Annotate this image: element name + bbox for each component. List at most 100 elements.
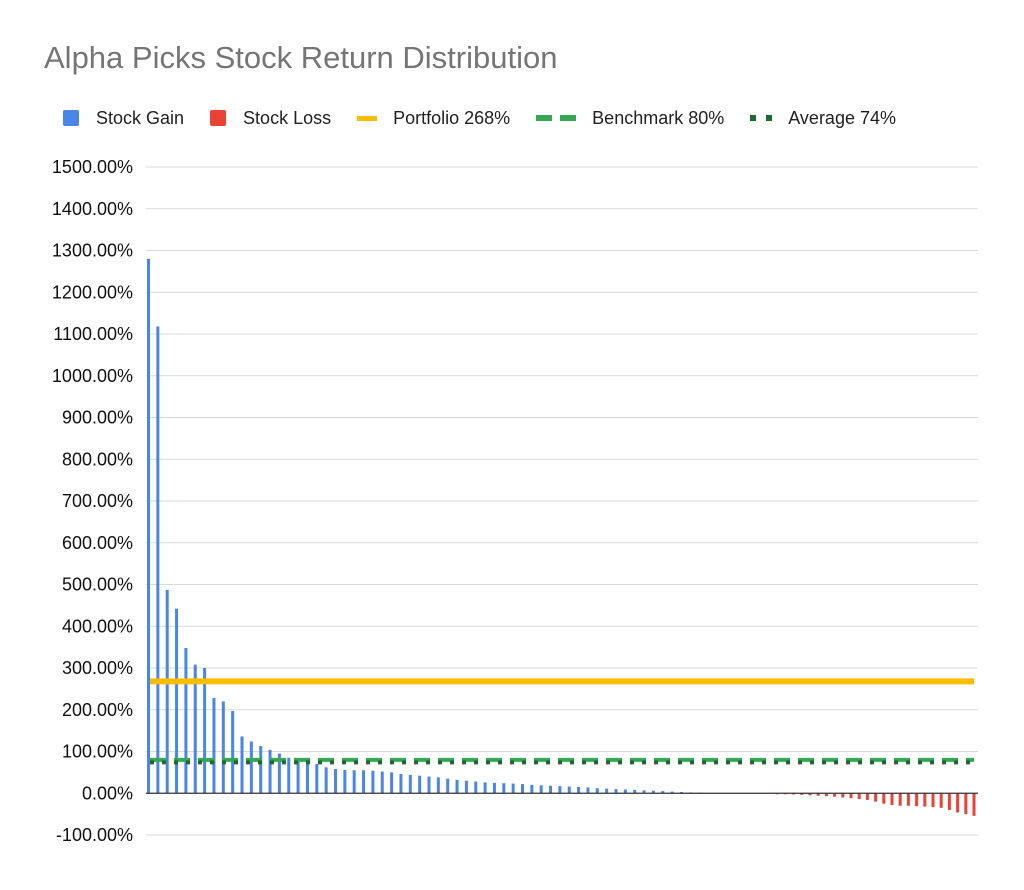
bar-stock-gain <box>577 786 581 794</box>
bar-stock-gain <box>455 779 459 794</box>
bar-stock-gain <box>623 789 627 794</box>
bar-stock-loss <box>833 793 837 797</box>
bar-stock-gain <box>502 783 506 794</box>
legend-item-stock-loss: Stock Loss <box>210 108 331 129</box>
legend-item-benchmark: Benchmark 80% <box>536 108 724 129</box>
bar-stock-loss <box>956 793 960 813</box>
y-tick-label: -100.00% <box>56 825 133 845</box>
bar-stock-loss <box>906 793 910 806</box>
bar-stock-loss <box>882 793 886 804</box>
bar-stock-loss <box>915 793 919 807</box>
y-tick-label: 1100.00% <box>53 324 133 344</box>
bar-stock-loss <box>849 793 853 799</box>
bar-stock-gain <box>352 770 356 794</box>
y-tick-label: 500.00% <box>62 575 133 595</box>
bar-stock-gain <box>165 589 169 794</box>
y-tick-label: 1300.00% <box>52 241 133 261</box>
bar-stock-loss <box>857 793 861 800</box>
bar-stock-gain <box>595 788 599 794</box>
legend-label-average: Average 74% <box>788 107 896 128</box>
bar-stock-gain <box>539 785 543 794</box>
bar-stock-gain <box>521 784 524 794</box>
legend-label-portfolio: Portfolio 268% <box>393 107 511 128</box>
legend-swatch-portfolio <box>357 115 378 121</box>
legend-label-stock-gain: Stock Gain <box>96 107 185 128</box>
bar-stock-gain <box>249 741 253 794</box>
bar-stock-gain <box>231 711 235 794</box>
bar-stock-gain <box>530 784 534 794</box>
y-tick-label: 400.00% <box>62 616 133 636</box>
bar-stock-gain <box>175 608 179 794</box>
bar-stock-loss <box>792 793 796 795</box>
bar-stock-gain <box>492 782 496 794</box>
legend-swatch-average <box>750 115 773 121</box>
bar-stock-gain <box>586 787 590 794</box>
bar-stock-gain <box>268 749 272 794</box>
legend-swatch-stock-loss <box>210 110 227 126</box>
bar-stock-loss <box>816 793 820 796</box>
legend-item-stock-gain: Stock Gain <box>63 108 184 129</box>
bar-stock-loss <box>841 793 845 798</box>
bar-stock-gain <box>679 791 683 794</box>
legend-item-portfolio: Portfolio 268% <box>357 108 510 129</box>
bar-stock-gain <box>240 736 244 794</box>
y-tick-label: 1200.00% <box>52 282 133 302</box>
y-tick-label: 600.00% <box>62 533 133 553</box>
bar-stock-gain <box>642 790 646 794</box>
bar-stock-loss <box>808 793 812 796</box>
bar-stock-loss <box>964 793 968 815</box>
bar-stock-loss <box>931 793 935 808</box>
y-tick-label: 1000.00% <box>52 366 133 386</box>
y-tick-label: 1500.00% <box>52 157 133 177</box>
y-tick-label: 200.00% <box>62 700 133 720</box>
legend-swatch-benchmark <box>536 115 577 121</box>
bar-stock-gain <box>464 780 468 794</box>
bar-stock-gain <box>511 783 515 794</box>
bar-stock-gain <box>483 782 487 794</box>
bar-stock-gain <box>390 772 394 794</box>
bar-stock-loss <box>865 793 869 800</box>
bar-stock-loss <box>890 793 894 805</box>
bar-stock-gain <box>296 761 300 794</box>
bar-stock-gain <box>614 789 618 794</box>
legend-label-benchmark: Benchmark 80% <box>592 107 725 128</box>
legend-label-stock-loss: Stock Loss <box>243 107 332 128</box>
y-tick-label: 700.00% <box>62 491 133 511</box>
bar-stock-loss <box>824 793 828 797</box>
bar-stock-gain <box>474 781 478 794</box>
chart-title: Alpha Picks Stock Return Distribution <box>44 40 558 75</box>
bar-stock-gain <box>549 785 553 794</box>
bar-stock-gain <box>156 326 160 794</box>
bar-stock-gain <box>362 770 366 794</box>
bar-stock-gain <box>184 647 188 794</box>
bar-stock-gain <box>147 258 150 794</box>
bar-stock-gain <box>380 771 384 794</box>
y-tick-label: 800.00% <box>62 449 133 469</box>
bar-stock-gain <box>334 769 337 794</box>
bar-stock-loss <box>939 793 943 808</box>
bar-stock-loss <box>923 793 927 807</box>
y-tick-label: 300.00% <box>62 658 133 678</box>
bar-stock-gain <box>315 764 319 794</box>
bar-stock-gain <box>633 789 637 794</box>
bar-stock-gain <box>371 770 375 794</box>
bar-stock-gain <box>427 776 431 794</box>
bar-stock-gain <box>343 769 347 794</box>
bar-stock-gain <box>193 664 197 794</box>
bar-stock-gain <box>305 763 309 794</box>
bar-stock-gain <box>446 778 450 794</box>
bar-stock-gain <box>605 788 609 794</box>
y-tick-label: 0.00% <box>82 783 133 803</box>
bar-stock-loss <box>898 793 902 806</box>
bar-stock-gain <box>670 791 674 794</box>
bar-stock-gain <box>408 774 412 794</box>
bar-stock-gain <box>221 701 225 794</box>
y-tick-label: 100.00% <box>62 742 133 762</box>
legend-item-average: Average 74% <box>750 108 896 129</box>
bar-stock-gain <box>651 790 655 794</box>
bar-stock-gain <box>203 668 207 794</box>
bar-stock-gain <box>399 774 403 794</box>
bar-stock-loss <box>800 793 804 795</box>
